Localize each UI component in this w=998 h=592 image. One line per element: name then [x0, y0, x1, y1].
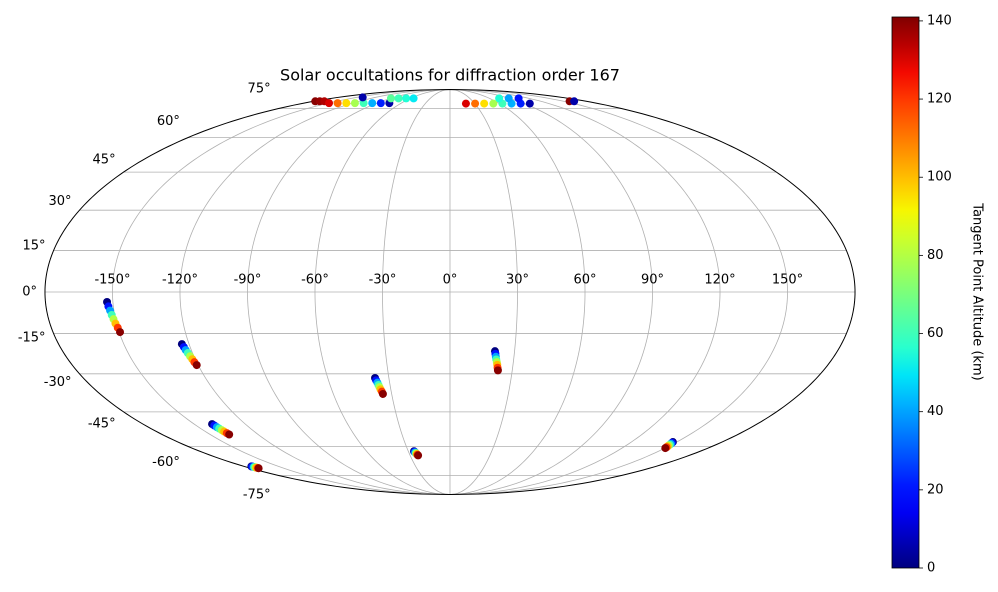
occultation-point [661, 444, 670, 453]
y-tick-label: -60° [152, 455, 180, 470]
colorbar [891, 16, 920, 569]
occultation-point [368, 99, 377, 108]
y-tick-label: 15° [23, 238, 46, 253]
x-tick-label: -90° [234, 273, 262, 288]
x-tick-label: -30° [369, 273, 397, 288]
colorbar-tick-label: 40 [927, 404, 944, 419]
occultation-point [386, 94, 395, 103]
occultation-point [333, 99, 342, 108]
occultation-point [525, 99, 534, 108]
colorbar-tick-label: 60 [927, 326, 944, 341]
y-tick-label: 75° [248, 81, 271, 96]
colorbar-tick-label: 100 [927, 170, 952, 185]
occultation-point [504, 94, 513, 103]
occultation-point [402, 94, 411, 103]
occultation-point [514, 94, 523, 103]
occultation-point [480, 99, 489, 108]
map-outline [44, 88, 856, 496]
x-tick-label: 120° [704, 273, 735, 288]
occultation-point [493, 366, 502, 375]
y-tick-label: -45° [88, 417, 116, 432]
y-tick-label: 45° [93, 152, 116, 167]
colorbar-tick-label: 120 [927, 92, 952, 107]
colorbar-tick-label: 0 [927, 561, 935, 576]
x-tick-label: 30° [506, 273, 529, 288]
occultation-point [325, 99, 334, 108]
x-tick-label: -150° [94, 273, 130, 288]
y-tick-label: -75° [243, 488, 271, 503]
colorbar-tick-label: 80 [927, 248, 944, 263]
occultation-point [358, 93, 367, 102]
x-tick-label: 90° [641, 273, 664, 288]
occultation-point [471, 99, 480, 108]
occultation-point [461, 99, 470, 108]
colorbar-tick-label: 140 [927, 13, 952, 28]
occultation-point [414, 451, 423, 460]
occultation-point [489, 99, 498, 108]
y-tick-label: 0° [22, 285, 37, 300]
y-tick-label: 30° [48, 194, 71, 209]
y-tick-label: -15° [18, 331, 46, 346]
chart-title: Solar occultations for diffraction order… [280, 66, 620, 85]
x-tick-label: -120° [162, 273, 198, 288]
y-tick-label: 60° [157, 114, 180, 129]
x-tick-label: 0° [443, 273, 458, 288]
occultation-point [225, 430, 234, 439]
x-tick-label: -60° [301, 273, 329, 288]
occultation-point [350, 99, 359, 108]
colorbar-label: Tangent Point Altitude (km) [970, 202, 985, 380]
occultation-point [192, 361, 201, 370]
colorbar-tick-label: 20 [927, 482, 944, 497]
occultation-point [378, 389, 387, 398]
occultation-point [570, 97, 579, 106]
x-tick-label: 150° [772, 273, 803, 288]
occultation-point [254, 464, 263, 473]
occultation-point [409, 94, 418, 103]
occultation-point [376, 99, 385, 108]
occultation-point [342, 99, 351, 108]
occultation-point [495, 94, 504, 103]
occultation-point [394, 94, 403, 103]
occultation-point [116, 328, 125, 337]
y-tick-label: -30° [44, 375, 72, 390]
x-tick-label: 60° [573, 273, 596, 288]
